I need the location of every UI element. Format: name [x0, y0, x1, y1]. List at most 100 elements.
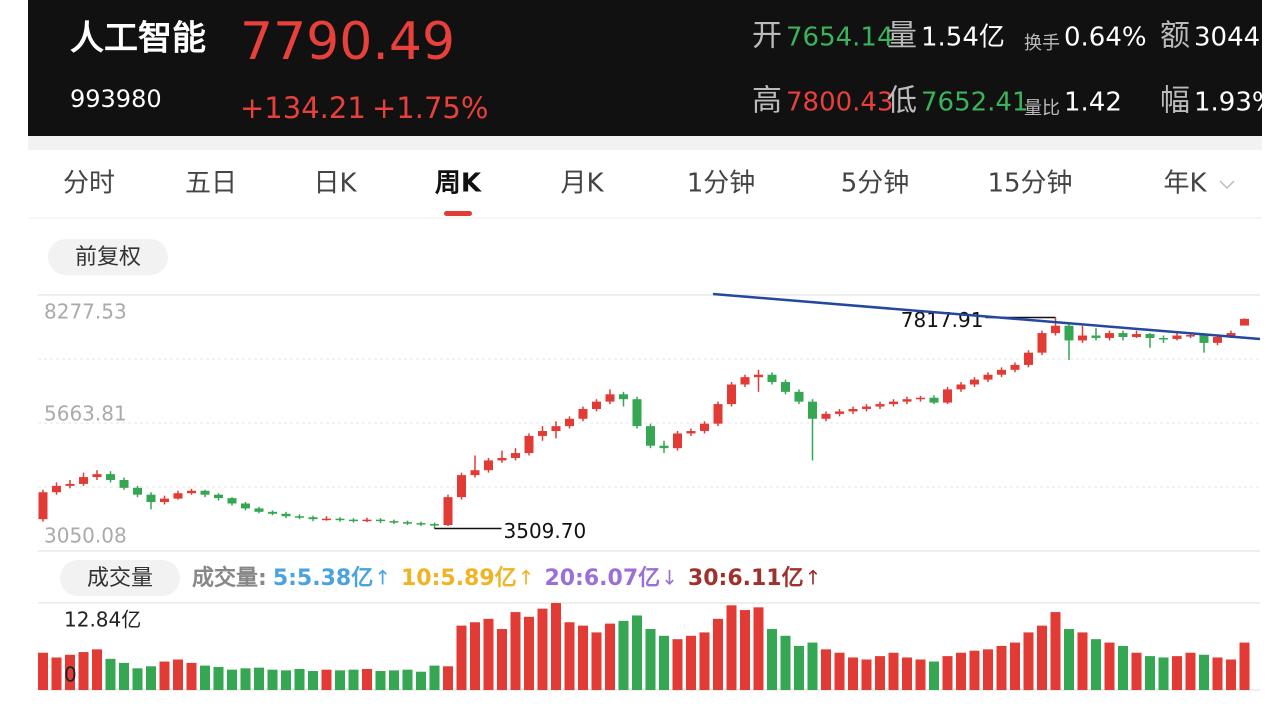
active-tab-indicator [444, 211, 472, 216]
candle-body [322, 518, 331, 521]
candle-body [835, 411, 844, 414]
volume-bar [848, 657, 858, 690]
candle-body [457, 475, 466, 498]
volume-bar [497, 629, 507, 690]
period-tab[interactable]: 月K [560, 169, 604, 199]
volume-bar [1212, 657, 1223, 690]
candle-body [619, 394, 628, 400]
volume-bar [969, 650, 980, 690]
period-tab[interactable]: 年K [1163, 169, 1207, 199]
volume-bar [618, 620, 629, 690]
volume-bar [51, 657, 62, 690]
candle-body [416, 523, 426, 525]
stat-label: 量比 [1024, 98, 1060, 119]
volume-bar [902, 657, 912, 690]
volume-bar [929, 661, 939, 690]
volume-bar [861, 659, 872, 690]
candle-body [1199, 335, 1209, 343]
candle-body [727, 384, 736, 405]
candle-body [470, 470, 480, 476]
volume-bar [456, 625, 467, 690]
period-tab[interactable]: 周K [435, 169, 482, 199]
volume-bar [92, 649, 102, 690]
volume-bar [267, 669, 278, 690]
candle-body [781, 382, 790, 392]
volume-bar [767, 629, 777, 690]
period-tab[interactable]: 1分钟 [687, 169, 756, 199]
right-margin [1262, 0, 1280, 722]
volume-bar [551, 603, 561, 690]
adjust-button-label[interactable]: 前复权 [75, 245, 141, 270]
candle-body [1172, 335, 1182, 339]
volume-bar [915, 659, 926, 690]
period-tab[interactable]: 日K [313, 169, 357, 199]
candle-body [241, 503, 250, 509]
legend-title: 成交量: [192, 565, 267, 591]
candle-body [592, 401, 601, 409]
separator [28, 136, 1262, 150]
candle-body [92, 474, 102, 478]
volume-bar [362, 668, 372, 690]
candle-body [254, 508, 264, 512]
candle-body [700, 423, 709, 432]
candle-body [187, 490, 196, 494]
candle-body [929, 397, 939, 403]
volume-button[interactable] [60, 560, 180, 596]
stat-value: 0.64% [1064, 23, 1147, 53]
volume-bar [240, 668, 251, 690]
candle-body [1186, 335, 1195, 337]
candle-body [79, 477, 88, 484]
volume-bar [942, 656, 953, 690]
candle-body [565, 418, 574, 427]
stat-value: 1.93% [1194, 88, 1277, 118]
stat-value: 7800.43 [786, 88, 894, 118]
volume-bar [119, 662, 129, 690]
candle-body [808, 401, 817, 419]
y-tick-label: 0 [64, 663, 77, 687]
volume-bar [1064, 629, 1074, 690]
volume-bar [200, 665, 210, 690]
candle-body [848, 408, 858, 412]
volume-bar [1145, 656, 1155, 690]
volume-bar [807, 642, 818, 690]
legend-item: 20:6.07亿 [544, 566, 660, 591]
volume-bar [483, 618, 494, 690]
candle-body [1240, 318, 1249, 326]
stat-value: 3044 [1194, 23, 1260, 53]
period-tab[interactable]: 分时 [63, 169, 115, 199]
volume-chart: 12.84亿 0 [38, 602, 1260, 691]
header: 人工智能 7790.49 993980 +134.21 +1.75% 开 7654… [70, 12, 1277, 125]
annotation-label: 3509.70 [504, 519, 587, 543]
period-tab[interactable]: 15分钟 [987, 169, 1072, 199]
volume-bar [281, 670, 291, 690]
candle-body [713, 404, 723, 424]
candle-body [160, 498, 169, 503]
candle-body [281, 513, 291, 517]
volume-bar [173, 659, 183, 690]
stat-label: 开 [752, 19, 782, 54]
price-change-pct: +1.75% [372, 91, 488, 125]
stock-code: 993980 [70, 85, 162, 113]
volume-bar [1185, 652, 1196, 690]
candle-body [1159, 337, 1168, 340]
candle-body [524, 435, 534, 454]
candle-body [983, 374, 993, 380]
stat-value: 7654.14 [786, 23, 894, 53]
period-tab[interactable]: 5分钟 [841, 169, 910, 199]
volume-bar [1010, 642, 1020, 690]
volume-bar [416, 671, 426, 690]
candle-body [997, 369, 1006, 375]
stock-name: 人工智能 [70, 19, 206, 59]
candle-body [1078, 335, 1087, 341]
period-tab[interactable]: 五日 [185, 169, 237, 199]
volume-bar [429, 665, 440, 690]
volume-bar [524, 616, 534, 690]
volume-bar [780, 635, 791, 690]
dropdown-chevron [1219, 180, 1235, 190]
candle-body [956, 384, 966, 390]
volume-bar [186, 662, 197, 690]
candle-body [794, 391, 804, 402]
candle-body [1010, 364, 1020, 370]
volume-button-label[interactable]: 成交量 [87, 566, 153, 591]
adjust-button[interactable] [48, 239, 168, 275]
